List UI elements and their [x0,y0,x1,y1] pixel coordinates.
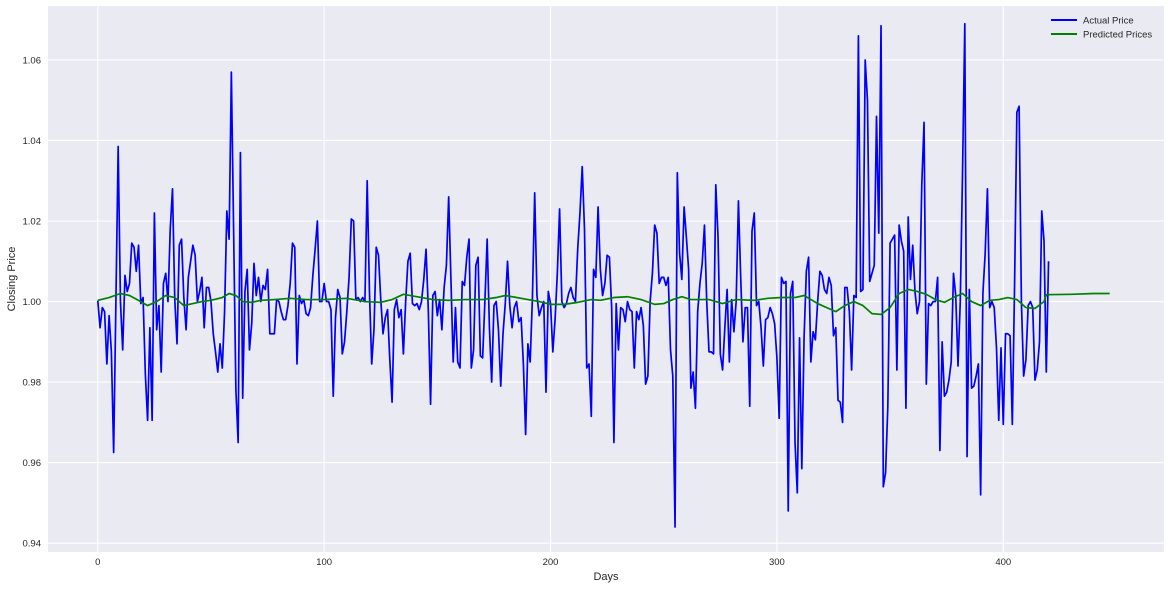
y-tick-label: 1.00 [23,297,42,308]
gridlines [48,6,1164,552]
y-tick-label: 0.94 [23,539,42,550]
x-tick-label: 0 [95,557,100,568]
x-tick-label: 200 [543,557,559,568]
y-tick-label: 0.98 [23,378,42,389]
x-tick-label: 100 [316,557,332,568]
series-line-predicted [97,288,1110,316]
y-tick-label: 1.06 [23,55,42,66]
series-lines [96,22,1110,528]
legend-label-predicted: Predicted Prices [1083,30,1152,41]
tick-labels: 0.94 0.96 0.98 1.00 1.02 1.04 1.06 0 100 200 300 40… [23,55,1012,568]
y-tick-label: 1.04 [23,136,42,147]
series-line-actual [96,22,1050,528]
x-axis-label: Days [593,571,619,583]
legend-label-actual: Actual Price [1083,16,1134,27]
y-tick-label: 1.02 [23,217,42,228]
y-axis-label: Closing Price [6,247,18,312]
legend: Actual Price Predicted Prices [1051,16,1152,41]
x-tick-label: 400 [995,557,1011,568]
x-tick-label: 300 [769,557,785,568]
y-tick-label: 0.96 [23,458,42,469]
